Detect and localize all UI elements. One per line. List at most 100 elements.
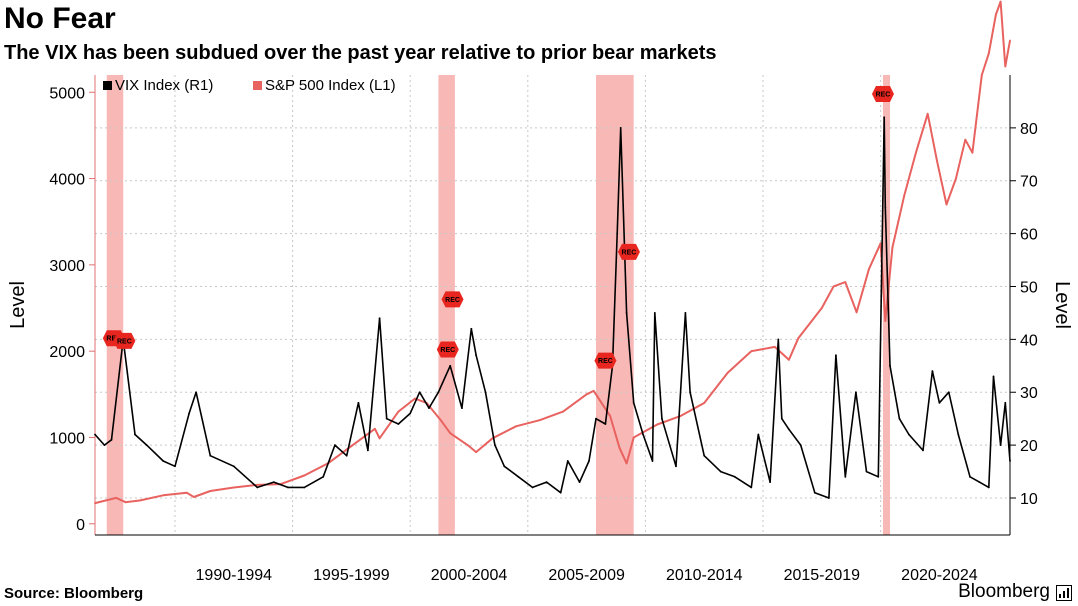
vix-point [470,327,473,330]
vix-point [145,444,148,447]
spx-point [609,415,612,417]
vix-point [675,465,677,468]
legend-label-vix: VIX Index (R1) [115,77,213,94]
right-tick-label: 10 [1020,491,1038,508]
spx-point [954,177,957,180]
spx-point [679,415,682,417]
vix-point [835,354,837,357]
spx-point [787,358,790,361]
x-tick-label: 2020-2024 [901,567,978,584]
vix-point [616,232,619,235]
x-tick-label: 2010-2014 [666,567,743,584]
vix-point [947,391,950,394]
vix-point [651,460,654,462]
spx-point [350,445,353,448]
recession-marker-label: REC [598,358,613,365]
vix-point [559,491,562,494]
vix-point [588,460,590,462]
right-axis-title: Level [1051,281,1073,329]
left-axis-title: Level [7,281,29,329]
vix-point [188,412,190,415]
vix-point [428,407,430,410]
spx-point [562,410,564,413]
x-tick-label: 1995-1999 [313,567,390,584]
vix-point [493,444,496,447]
vix-point [378,317,381,320]
vix-point [889,364,891,367]
spx-point [397,410,400,413]
spx-point [855,311,858,314]
vix-point [931,370,934,372]
vix-point [545,481,548,484]
vix-point [787,428,790,431]
left-tick-label: 4000 [49,172,85,189]
legend-label-spx: S&P 500 Index (L1) [265,77,396,94]
vix-point [578,481,581,484]
spx-point [625,462,628,465]
vix-point [484,391,487,394]
right-tick-label: 50 [1020,279,1038,296]
vix-point [992,375,995,378]
source-note: Source: Bloomberg [4,585,144,602]
left-tick-label: 3000 [49,258,85,275]
spx-point [703,402,706,404]
vix-point [855,391,857,394]
vix-point [256,486,259,489]
spx-point [449,432,452,435]
spx-line [94,0,1011,505]
x-tick-label: 2015-2019 [784,567,861,584]
spx-point [750,350,753,353]
right-tick-label: 20 [1020,438,1038,455]
vix-point [660,417,663,420]
spx-point [1004,65,1007,68]
spx-point [964,138,967,141]
vix-point [461,407,463,410]
spx-point [797,337,800,340]
vix-point [385,417,388,420]
spx-point [374,427,376,430]
spx-point [192,496,195,498]
spx-point [232,486,235,489]
spx-point [884,320,887,322]
recession-marker [113,332,136,349]
recession-marker-label: REC [117,338,132,345]
spx-point [971,151,974,154]
legend: VIX Index (R1) S&P 500 Index (L1) [103,77,396,94]
vix-point [418,391,421,394]
legend-swatch-vix [103,81,112,90]
spx-point [773,345,776,348]
spx-point [832,285,835,288]
spx-point [468,445,470,448]
vix-point [999,444,1002,447]
left-tick-label: 5000 [49,85,85,102]
vix-point [209,454,212,457]
vix-point [134,433,136,436]
spx-point [987,52,990,55]
spx-point [891,246,894,249]
spx-point [632,436,635,439]
spx-point [185,491,188,494]
vix-point [865,470,868,473]
vix-line [94,116,1011,499]
vix-point [625,312,628,314]
axes: 0 1000 2000 3000 4000 5000 10 20 30 40 50 60 70 80 199… [7,75,1073,584]
vix-point [938,401,941,404]
recession-marker-label: REC [440,347,455,354]
spx-point [980,74,983,76]
vix-point [957,433,960,436]
spx-point [915,151,917,154]
vix-point [653,312,656,314]
vix-point [232,465,235,468]
vix-point [110,438,113,441]
gridlines [95,75,1010,535]
vix-point [303,486,306,489]
vix-point [397,423,400,425]
spx-point [903,194,906,197]
vix-point [769,481,771,484]
right-tick-label: 40 [1020,332,1038,349]
spx-point [618,446,621,449]
chart-subtitle: The VIX has been subdued over the past y… [4,42,717,64]
vix-point [813,491,816,494]
recession-marker-label: REC [106,336,121,343]
